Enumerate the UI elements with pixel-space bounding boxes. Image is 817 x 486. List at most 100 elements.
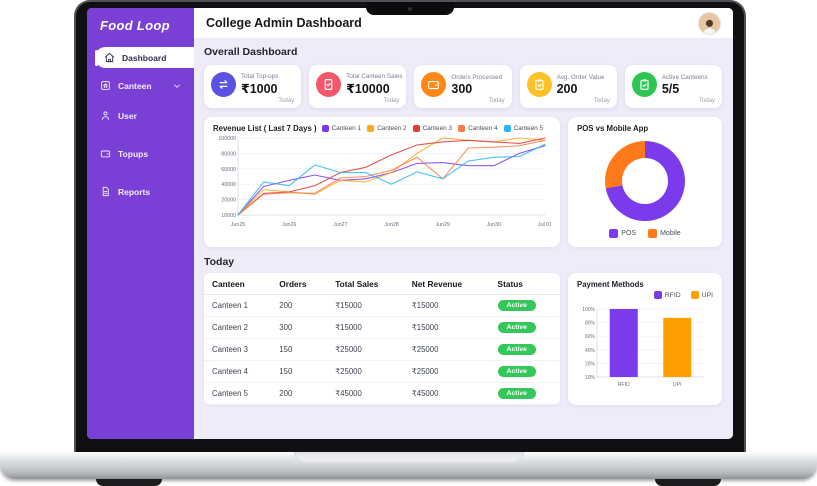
dashboard-content: Overall Dashboard Total Top-ups ₹1000 Toda… xyxy=(194,38,733,439)
svg-text:60%: 60% xyxy=(585,334,596,340)
stat-card-value: ₹1000 xyxy=(241,82,278,96)
stat-card: Total Top-ups ₹1000 Today xyxy=(204,65,302,108)
stat-card: Active Canteens 5/5 Today xyxy=(624,65,723,108)
laptop-foot-right xyxy=(655,479,721,486)
sidebar-item-label: Canteen xyxy=(118,80,152,91)
clipboard-check-icon xyxy=(631,72,657,97)
cell-orders: 200 xyxy=(271,294,328,317)
donut-legend: POS Mobile xyxy=(577,229,713,240)
laptop-lid-notch xyxy=(293,452,524,463)
svg-text:Jun27: Jun27 xyxy=(333,222,347,228)
revenue-chart-header: Revenue List ( Last 7 Days ) Canteen 1 Ca… xyxy=(213,124,551,133)
table-row: Canteen 1 200 ₹15000 ₹15000 Active xyxy=(204,294,560,317)
cell-canteen: Canteen 1 xyxy=(204,294,272,317)
table-header-cell: Net Revenue xyxy=(403,273,490,295)
sidebar-item-label: User xyxy=(118,110,137,121)
stat-card-meta: Active Canteens 5/5 xyxy=(662,74,708,96)
cell-net-revenue: ₹15000 xyxy=(403,316,490,339)
table-header-cell: Orders xyxy=(271,273,328,295)
cell-status: Active xyxy=(489,316,560,339)
donut-wrap xyxy=(577,133,713,229)
stat-cards-row: Total Top-ups ₹1000 Today Total Canteen Sal… xyxy=(204,65,723,108)
stat-card-label: Orders Processed xyxy=(451,73,503,81)
table-header-cell: Canteen xyxy=(204,273,272,295)
legend-swatch xyxy=(503,125,511,132)
table-row: Canteen 4 150 ₹25000 ₹25000 Active xyxy=(204,360,560,383)
svg-text:Jun30: Jun30 xyxy=(487,222,501,228)
topbar: College Admin Dashboard xyxy=(194,8,733,38)
revenue-chart-title: Revenue List ( Last 7 Days ) xyxy=(213,124,317,133)
legend-swatch xyxy=(367,125,375,132)
stat-card: Orders Processed 300 Today xyxy=(414,65,512,108)
status-badge: Active xyxy=(497,366,536,377)
legend-label: Mobile xyxy=(660,230,681,237)
stat-card-value: 300 xyxy=(451,81,473,96)
legend-label: RFID xyxy=(664,291,681,299)
stat-card-meta: Orders Processed 300 xyxy=(451,74,502,96)
legend-item: Mobile xyxy=(648,229,681,238)
stat-card-label: Total Top-ups xyxy=(241,73,279,80)
revenue-chart-card: Revenue List ( Last 7 Days ) Canteen 1 Ca… xyxy=(204,117,560,247)
cell-status: Active xyxy=(489,338,560,361)
cell-net-revenue: ₹25000 xyxy=(403,338,490,361)
stat-card-top: Avg. Order Value 200 xyxy=(526,72,610,97)
active-indicator xyxy=(95,50,98,66)
wallet-icon xyxy=(421,72,447,97)
svg-text:UPI: UPI xyxy=(673,382,682,388)
stat-card-value: ₹10000 xyxy=(346,82,390,96)
cell-total-sales: ₹45000 xyxy=(327,382,404,405)
home-icon xyxy=(104,52,115,63)
user-avatar[interactable] xyxy=(698,11,721,35)
cell-orders: 200 xyxy=(271,382,328,405)
cell-canteen: Canteen 3 xyxy=(204,338,272,361)
document-icon xyxy=(100,186,111,197)
today-title: Today xyxy=(204,256,235,268)
stat-card-period: Today xyxy=(593,98,610,104)
camera-notch xyxy=(366,2,454,15)
svg-text:80000: 80000 xyxy=(221,151,236,157)
sidebar-item-reports[interactable]: Reports xyxy=(87,181,194,202)
sidebar-item-dashboard[interactable]: Dashboard xyxy=(95,47,194,68)
cell-total-sales: ₹25000 xyxy=(327,360,404,383)
stat-card: Avg. Order Value 200 Today xyxy=(519,65,617,108)
stat-card-meta: Total Top-ups ₹1000 xyxy=(241,73,278,96)
sidebar: Food Loop Dashboard Canteen User Topups Repo… xyxy=(87,8,194,439)
sidebar-item-canteen[interactable]: Canteen xyxy=(87,75,194,96)
stat-card-top: Total Top-ups ₹1000 xyxy=(211,72,294,97)
revenue-line-chart: 10000 20000 40000 60000 80000 100000 Jun25 Jun2… xyxy=(213,133,552,238)
legend-label: Canteen 1 xyxy=(331,125,362,132)
legend-label: POS xyxy=(621,230,637,237)
stat-card-top: Active Canteens 5/5 xyxy=(631,72,715,97)
stat-card-meta: Total Canteen Sales ₹10000 xyxy=(346,73,402,96)
sidebar-item-topups[interactable]: Topups xyxy=(87,143,194,164)
svg-text:100%: 100% xyxy=(582,307,595,313)
svg-text:20%: 20% xyxy=(585,361,596,367)
svg-text:100000: 100000 xyxy=(218,136,236,142)
laptop-base xyxy=(0,452,817,479)
sidebar-item-user[interactable]: User xyxy=(87,105,194,126)
table-row: Canteen 3 150 ₹25000 ₹25000 Active xyxy=(204,338,560,361)
sidebar-item-label: Dashboard xyxy=(122,52,167,63)
stat-card-label: Total Canteen Sales xyxy=(346,73,403,80)
chevron-down-icon[interactable] xyxy=(173,82,181,90)
pos-mobile-donut xyxy=(605,141,685,221)
charts-row: Revenue List ( Last 7 Days ) Canteen 1 Ca… xyxy=(204,117,722,247)
stat-card-meta: Avg. Order Value 200 xyxy=(557,74,605,96)
legend-item: Canteen 4 xyxy=(458,125,498,132)
table-row: Canteen 5 200 ₹45000 ₹45000 Active xyxy=(204,382,560,405)
status-badge: Active xyxy=(497,388,536,399)
person-icon xyxy=(702,19,717,34)
cell-canteen: Canteen 2 xyxy=(204,316,272,339)
user-icon xyxy=(100,110,111,121)
cell-total-sales: ₹15000 xyxy=(327,316,404,339)
legend-item: Canteen 3 xyxy=(412,125,452,132)
today-row: Canteen Orders Total Sales Net Revenue Statu… xyxy=(204,273,722,405)
payment-bar-chart: 10% 20% 40% 60% 80% 100% RFID UPI xyxy=(577,299,713,398)
legend-label: UPI xyxy=(701,291,713,299)
cell-orders: 150 xyxy=(271,360,328,383)
cell-net-revenue: ₹15000 xyxy=(403,294,490,317)
revenue-legend: Canteen 1 Canteen 2 Canteen 3 Canteen 4 Cant… xyxy=(321,125,543,132)
swap-arrows-icon xyxy=(211,72,236,97)
svg-text:40%: 40% xyxy=(585,348,596,354)
